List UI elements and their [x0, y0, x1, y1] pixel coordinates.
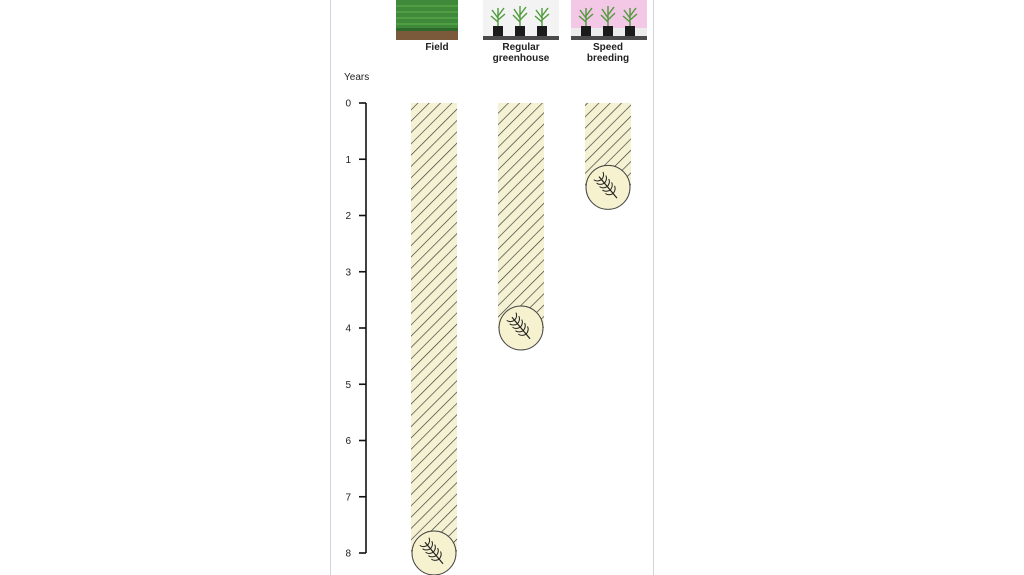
wheat-ear-icon [593, 171, 618, 199]
y-tick-label-6: 6 [345, 436, 351, 447]
y-tick-label-5: 5 [345, 380, 351, 391]
y-tick-label-7: 7 [345, 492, 351, 503]
category-label-regular-greenhouse: Regular greenhouse [492, 42, 550, 64]
y-tick-label-0: 0 [345, 99, 351, 110]
y-tick-label-3: 3 [345, 267, 351, 278]
wheat-ear-icon [506, 312, 531, 340]
speed-breeding-thumbnail [571, 0, 647, 40]
bar-field [411, 103, 457, 575]
bar-hatch-field [411, 103, 457, 553]
greenhouse-thumbnail [483, 0, 559, 40]
y-tick-label-1: 1 [345, 155, 351, 166]
bar-regular-greenhouse [498, 103, 544, 351]
field-thumbnail [396, 0, 458, 40]
bar-speed-breeding [585, 103, 631, 210]
category-label-speed-breeding: Speed breeding [586, 42, 630, 64]
figure-panel [330, 0, 654, 575]
y-tick-label-2: 2 [345, 211, 351, 222]
category-label-field: Field [425, 42, 449, 53]
y-tick-label-4: 4 [345, 324, 351, 335]
y-tick-label-8: 8 [345, 549, 351, 560]
wheat-ear-icon [419, 537, 444, 565]
y-axis-title: Years [344, 72, 370, 83]
bar-hatch-regular-greenhouse [498, 103, 544, 328]
